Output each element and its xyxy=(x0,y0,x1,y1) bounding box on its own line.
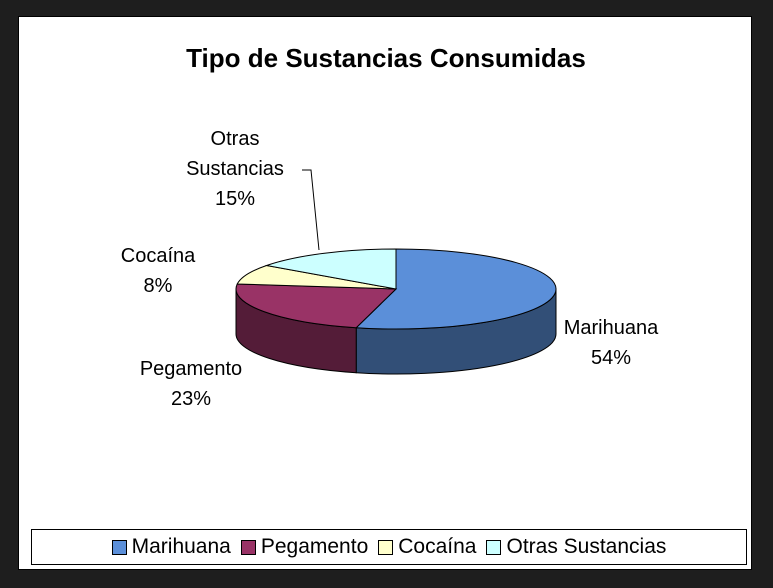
legend-swatch xyxy=(111,539,127,555)
data-label-name: Marihuana xyxy=(563,317,659,339)
slice xyxy=(355,248,557,330)
legend-label: Marihuana xyxy=(131,535,231,558)
legend-swatch xyxy=(486,539,502,555)
chart-area: Tipo de Sustancias Consumidas Marihuana P… xyxy=(18,16,752,570)
data-label-name: Pegamento xyxy=(139,358,243,380)
legend-label: Otras Sustancias xyxy=(506,535,667,558)
data-label: Cocaína 8% xyxy=(98,241,218,301)
data-label-value: 8% xyxy=(143,275,173,297)
data-label: Pegamento 23% xyxy=(111,354,271,414)
legend-label: Cocaína xyxy=(398,535,477,558)
data-label-name: Otras Sustancias xyxy=(186,128,284,180)
chart-title: Tipo de Sustancias Consumidas xyxy=(186,43,586,73)
pie xyxy=(235,169,557,375)
data-label-value: 23% xyxy=(170,388,212,410)
legend-label: Pegamento xyxy=(260,535,369,558)
leader-line xyxy=(302,169,320,251)
data-label-name: Cocaína xyxy=(120,245,196,267)
legend-item: Cocaína xyxy=(378,535,476,559)
data-label-value: 54% xyxy=(590,347,632,369)
data-label: Marihuana 54% xyxy=(541,313,681,373)
data-label: Otras Sustancias 15% xyxy=(175,124,295,214)
legend-item: Pegamento xyxy=(240,535,369,559)
slice xyxy=(235,283,398,329)
legend: Marihuana Pegamento Cocaína Otras Sustancia… xyxy=(31,529,747,565)
data-label-value: 15% xyxy=(214,188,256,210)
legend-item: Marihuana xyxy=(111,535,231,559)
slice xyxy=(264,248,397,290)
legend-item: Otras Sustancias xyxy=(486,535,666,559)
legend-swatch xyxy=(240,539,256,555)
legend-swatch xyxy=(378,539,394,555)
